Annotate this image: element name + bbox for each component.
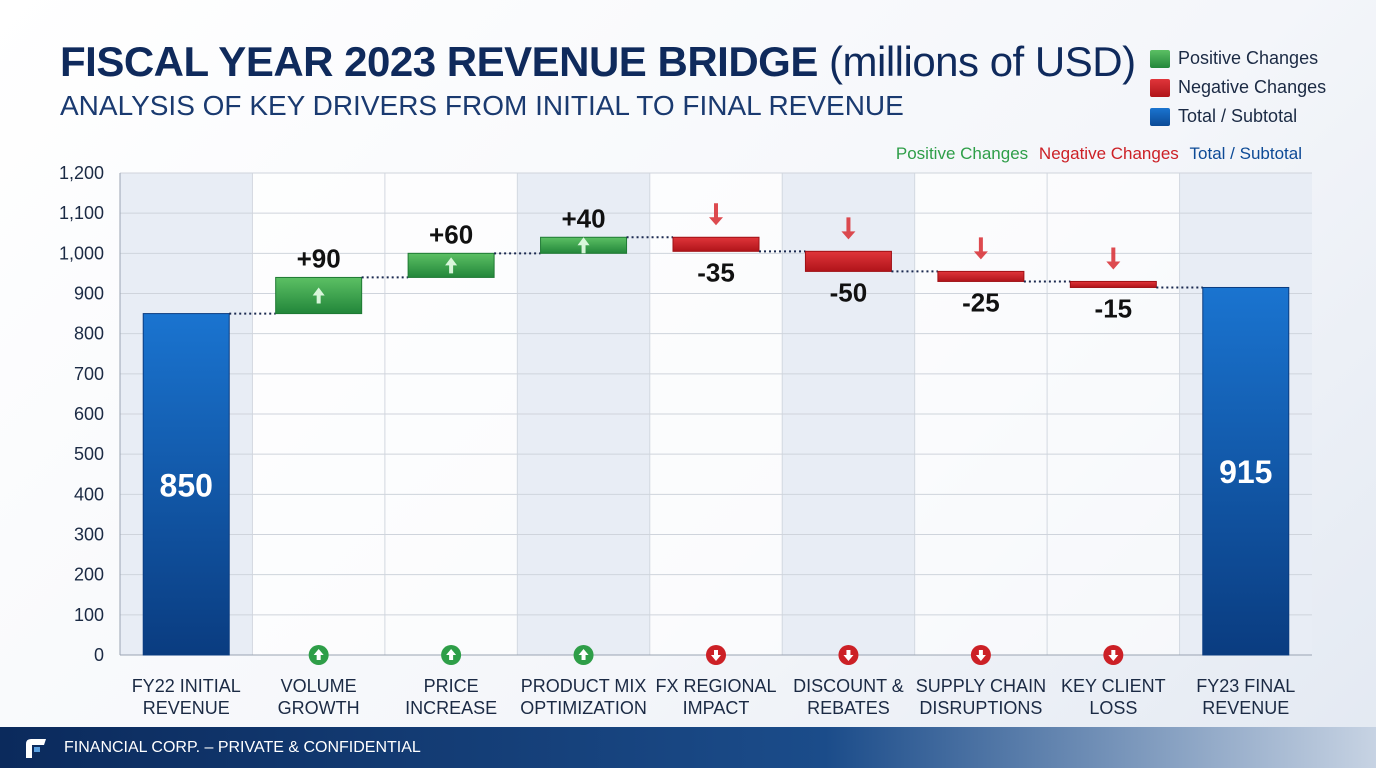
y-tick-label: 1,100 [59,203,104,223]
x-tick-label: FY23 FINAL [1196,676,1295,696]
x-tick-label: REVENUE [1202,698,1289,718]
arrow-up-circle-icon [308,645,329,665]
x-tick-label: SUPPLY CHAIN [916,676,1046,696]
data-label: -15 [1095,293,1133,323]
x-tick-label: OPTIMIZATION [520,698,647,718]
legend: Positive Changes Negative Changes Total … [1150,44,1326,131]
x-tick-label: REBATES [807,698,890,718]
inline-legend-total: Total / Subtotal [1189,144,1302,163]
bar-total [1202,286,1290,656]
legend-label: Negative Changes [1178,77,1327,97]
y-tick-label: 0 [94,645,104,665]
data-label: +40 [562,203,606,233]
legend-item-positive: Positive Changes [1150,44,1326,73]
x-tick-label: VOLUME [281,676,357,696]
data-label: -25 [962,287,1000,317]
arrow-down-circle-icon [1103,645,1124,665]
data-label: 850 [160,467,213,503]
company-logo-icon [26,739,46,758]
bar-negative [804,250,892,272]
waterfall-chart: 0 100 200 300 400 500 600 700 800 900 1,000 1,100 1,… [59,163,1312,718]
bar-down-arrow-icon [709,203,723,226]
y-tick-label: 500 [74,444,104,464]
inline-legend-negative: Negative Changes [1038,144,1179,163]
x-tick-label: GROWTH [278,698,360,718]
icon-arrow [843,650,854,661]
x-tick-label: PRODUCT MIX [521,676,647,696]
legend-item-negative: Negative Changes [1150,73,1326,102]
footer-text: FINANCIAL CORP. – PRIVATE & CONFIDENTIAL [64,739,421,756]
icon-arrow [711,650,721,661]
inline-legend: Positive Changes Negative Changes Total … [890,144,1302,164]
icon-arrow [1108,650,1119,661]
data-label: 915 [1219,454,1272,490]
y-tick-label: 100 [74,605,104,625]
icon-arrow [975,650,986,661]
x-tick-label: DISRUPTIONS [919,698,1042,718]
x-tick-label: INCREASE [405,698,497,718]
y-tick-label: 1,200 [59,163,104,183]
bar-down-arrow-icon [841,217,856,240]
data-label: -35 [697,257,735,287]
icon-arrow [578,649,589,660]
y-tick-label: 800 [74,324,104,344]
y-tick-label: 200 [74,565,104,585]
x-tick-label: REVENUE [143,698,230,718]
chart-title: FISCAL YEAR 2023 REVENUE BRIDGE (million… [60,38,1136,86]
footer: FINANCIAL CORP. – PRIVATE & CONFIDENTIAL [0,727,1376,768]
y-tick-label: 300 [74,525,104,545]
y-tick-label: 900 [74,284,104,304]
x-tick-label: DISCOUNT & [793,676,904,696]
inline-legend-positive: Positive Changes [895,144,1029,163]
bar-up-arrow-icon [312,287,325,304]
y-tick-label: 1,000 [59,243,104,263]
data-label: +60 [429,219,473,249]
bar-up-arrow-icon [445,257,458,274]
icon-arrow [313,649,324,660]
y-tick-label: 700 [74,364,104,384]
chart-subtitle: ANALYSIS OF KEY DRIVERS FROM INITIAL TO … [60,90,904,121]
arrow-down-circle-icon [970,645,991,665]
arrow-down-circle-icon [706,645,726,665]
x-tick-label: KEY CLIENT [1061,676,1166,696]
x-tick-label: LOSS [1089,698,1137,718]
bar-negative [672,236,760,252]
arrow-up-circle-icon [573,645,594,665]
arrow-up-circle-icon [441,645,462,665]
bar-down-arrow-icon [973,237,988,260]
x-tick-label: FY22 INITIAL [132,676,241,696]
x-tick-label: FX REGIONAL [655,676,776,696]
bar-negative [1069,280,1157,288]
icon-arrow [446,649,457,660]
legend-label: Total / Subtotal [1178,106,1298,126]
y-tick-label: 600 [74,404,104,424]
bar-total [142,313,230,656]
y-tick-label: 400 [74,484,104,504]
bar-up-arrow-icon [577,237,590,254]
x-tick-label: IMPACT [683,698,750,718]
x-tick-label: PRICE [424,676,479,696]
arrow-down-circle-icon [838,645,859,665]
legend-item-total: Total / Subtotal [1150,102,1326,131]
data-label: -50 [830,277,868,307]
bar-negative [937,270,1025,282]
bar-down-arrow-icon [1106,247,1121,270]
title-text: FISCAL YEAR 2023 REVENUE BRIDGE [60,38,818,85]
title-unit: (millions of USD) [829,38,1136,85]
data-label: +90 [297,243,341,273]
legend-label: Positive Changes [1178,48,1319,68]
